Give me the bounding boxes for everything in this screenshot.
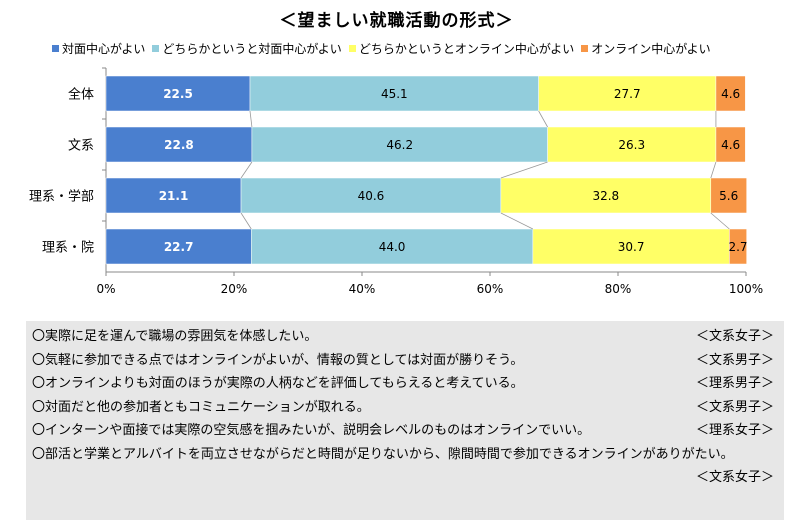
x-tick-label: 60% <box>477 282 504 296</box>
data-label: 5.6 <box>719 189 738 203</box>
bar-segment <box>251 228 534 265</box>
data-label: 4.6 <box>721 138 740 152</box>
series-connector-line <box>500 161 548 179</box>
series-connector-line <box>500 212 534 230</box>
bar-segment <box>729 228 747 265</box>
data-label: 46.2 <box>386 138 413 152</box>
x-tick-label: 0% <box>96 282 115 296</box>
comment-row: 〇実際に足を運んで職場の雰囲気を体感したい。 ＜文系女子＞ <box>32 325 774 349</box>
data-label: 30.7 <box>618 240 645 254</box>
comments-box: 〇実際に足を運んで職場の雰囲気を体感したい。 ＜文系女子＞ 〇気軽に参加できる点… <box>26 321 784 520</box>
data-label: 32.8 <box>592 189 619 203</box>
legend-label: 対面中心がよい <box>62 41 146 56</box>
bar-segment <box>532 228 730 265</box>
legend-swatch <box>348 44 356 52</box>
bar-segment <box>105 177 242 214</box>
series-connector-line <box>710 212 730 230</box>
legend-swatch <box>581 44 589 52</box>
data-label: 26.3 <box>618 138 645 152</box>
legend-item: 対面中心がよい <box>52 40 145 57</box>
legend-swatch <box>52 44 59 52</box>
bar-segment <box>105 126 253 163</box>
bar-segment <box>251 126 548 163</box>
data-label: 22.7 <box>164 240 194 254</box>
series-connector-line <box>710 161 717 179</box>
bar-segment <box>240 177 502 214</box>
legend-label: どちらかというとオンライン中心がよい <box>358 41 575 56</box>
series-connector-line <box>240 212 252 230</box>
data-label: 27.7 <box>614 87 641 101</box>
x-tick-label: 80% <box>605 282 632 296</box>
stacked-bar-chart: 0% 20% 40% 60% 80% 100% 全体 22.5 45.1 27.7 4.6 文系 22.… <box>29 67 763 296</box>
comment-row: 〇インターンや面接では実際の空気感を掴みたいが、説明会レベルのものはオンラインで… <box>32 419 774 443</box>
category-label: 全体 <box>68 87 94 103</box>
comment-text: 〇インターンや面接では実際の空気感を掴みたいが、説明会レベルのものはオンラインで… <box>32 423 591 438</box>
category-label: 文系 <box>68 139 94 154</box>
bar-segment <box>547 126 717 163</box>
legend-item: どちらかというとオンライン中心がよい <box>348 40 575 57</box>
chart-title: ＜望ましい就職活動の形式＞ <box>279 11 514 31</box>
comment-text: 〇オンラインよりも対面のほうが実際の人柄などを評価してもらえると考えている。 <box>32 376 524 391</box>
bar-segment <box>105 228 252 265</box>
data-label: 2.7 <box>728 240 747 254</box>
comment-tag: ＜文系男子＞ <box>695 399 774 415</box>
legend-label: オンライン中心がよい <box>591 41 711 56</box>
data-label: 21.1 <box>159 189 189 203</box>
comment-row: 〇対面だと他の参加者ともコミュニケーションが取れる。 ＜文系男子＞ <box>32 396 774 420</box>
comment-tag: ＜文系女子＞ <box>695 470 774 485</box>
legend-label: どちらかというと対面中心がよい <box>162 41 342 56</box>
legend-item: オンライン中心がよい <box>581 40 711 57</box>
x-tick-label: 40% <box>349 282 376 296</box>
comment-text: 〇実際に足を運んで職場の雰囲気を体感したい。 <box>32 329 318 344</box>
category-label: 理系・院 <box>42 241 94 256</box>
comment-tag: ＜文系男子＞ <box>695 352 774 368</box>
legend: 対面中心がよい どちらかというと対面中心がよい どちらかというとオンライン中心が… <box>52 40 792 56</box>
comment-tag: ＜文系女子＞ <box>695 329 774 344</box>
bar-segment <box>538 75 717 112</box>
x-tick-label: 20% <box>221 282 248 296</box>
legend-swatch <box>152 44 160 52</box>
comment-tag: ＜理系男子＞ <box>695 376 774 391</box>
bar-segment <box>710 177 747 214</box>
bar-segment <box>715 75 746 112</box>
bar-segment <box>500 177 712 214</box>
series-connector-line <box>240 161 253 179</box>
data-label: 40.6 <box>358 189 385 203</box>
comment-row: 〇気軽に参加できる点ではオンラインがよいが、情報の質としては対面が勝りそう。 ＜… <box>32 349 774 373</box>
category-label: 理系・学部 <box>29 189 94 205</box>
data-label: 4.6 <box>721 87 740 101</box>
data-label: 44.0 <box>379 240 406 254</box>
series-connector-line <box>538 110 548 128</box>
data-label: 22.8 <box>164 138 194 152</box>
bar-segment <box>715 126 746 163</box>
data-label: 22.5 <box>163 87 193 101</box>
bar-segment <box>249 75 539 112</box>
comment-text: 〇部活と学業とアルバイトを両立させながらだと時間が足りないから、隙間時間で参加で… <box>32 446 734 462</box>
comment-row: 〇オンラインよりも対面のほうが実際の人柄などを評価してもらえると考えている。 ＜… <box>32 372 774 396</box>
x-tick-label: 100% <box>729 282 763 296</box>
data-label: 45.1 <box>381 87 408 101</box>
comment-tag: ＜理系女子＞ <box>695 423 774 438</box>
comment-row: 〇部活と学業とアルバイトを両立させながらだと時間が足りないから、隙間時間で参加で… <box>32 443 774 490</box>
series-connector-line <box>249 110 253 128</box>
legend-item: どちらかというと対面中心がよい <box>152 40 342 57</box>
comment-text: 〇気軽に参加できる点ではオンラインがよいが、情報の質としては対面が勝りそう。 <box>32 352 524 368</box>
comment-text: 〇対面だと他の参加者ともコミュニケーションが取れる。 <box>32 399 370 415</box>
